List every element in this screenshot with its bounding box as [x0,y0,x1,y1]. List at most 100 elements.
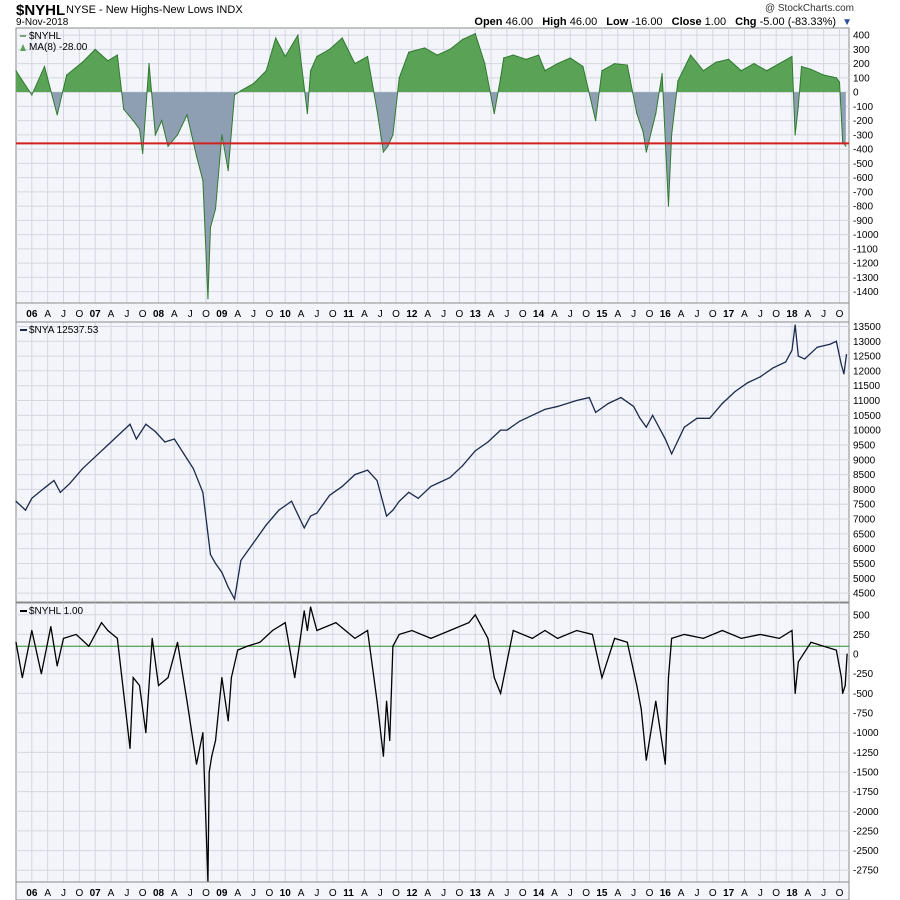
y-tick-label: 6500 [853,529,876,540]
y-tick-label: 13500 [853,322,881,333]
data-point [186,114,188,116]
data-point [740,637,742,639]
panel-label: MA(8) -28.00 [29,42,88,53]
y-tick-label: 100 [853,73,870,84]
y-tick-label: 9500 [853,440,876,451]
data-point [366,55,369,58]
data-point [652,414,654,416]
data-point [582,65,584,68]
data-point [661,72,663,75]
data-point [129,747,131,749]
data-point [474,450,476,452]
data-point [715,61,717,63]
data-point [499,77,502,79]
data-point [123,108,125,110]
data-point [493,112,495,115]
x-tick-label: A [488,888,495,899]
data-point [53,479,55,482]
data-point [31,94,33,96]
data-point [797,355,799,357]
quote-bar: Open 46.00 High 46.00 Low -16.00 Close 1… [468,16,852,28]
data-point [645,759,647,761]
x-tick-label: J [251,888,256,899]
data-point [772,367,774,369]
data-point [461,38,464,40]
data-point [449,48,451,50]
x-tick-label: A [234,309,241,320]
data-point [449,476,451,479]
data-point [195,155,198,157]
x-tick-label: J [188,309,193,320]
data-point [835,340,837,342]
data-point [430,485,432,488]
data-point [804,358,806,360]
data-point [366,469,369,471]
legend-swatch [20,44,26,51]
data-point [778,637,780,639]
y-tick-label: -400 [853,145,873,156]
data-point [75,633,77,636]
x-tick-label: J [314,309,319,320]
y-tick-label: -2750 [853,866,879,877]
x-tick-label: 09 [216,888,228,899]
data-point [214,739,217,742]
x-tick-label: J [441,888,446,899]
data-point [202,179,204,182]
y-tick-label: 13000 [853,337,881,348]
data-point [655,700,657,702]
data-point [176,641,179,643]
x-tick-label: J [314,888,319,899]
data-point [387,145,389,147]
data-point [354,637,356,639]
data-point [316,512,318,514]
data-point [797,105,799,107]
data-point [202,732,204,734]
x-tick-label: 10 [280,309,292,320]
data-point [842,141,844,143]
x-tick-label: 18 [786,888,798,899]
x-tick-label: A [741,309,748,320]
x-tick-label: O [265,888,273,899]
data-point [721,402,723,405]
data-point [544,629,546,632]
y-tick-label: 7000 [853,515,876,526]
data-point [614,63,616,65]
data-point [116,54,118,56]
data-point [595,411,597,413]
data-point [740,70,742,72]
data-point [411,629,413,632]
data-point [392,509,394,511]
data-point [328,494,331,496]
data-point [709,417,711,419]
data-point [382,755,385,757]
x-tick-label: A [551,888,558,899]
data-point [601,677,603,679]
data-point [671,637,673,639]
y-tick-label: -800 [853,202,873,213]
data-point [366,629,369,632]
dropdown-triangle-icon[interactable]: ▼ [842,17,852,28]
y-tick-label: 10000 [853,426,881,437]
data-point [214,208,217,210]
data-point [636,112,638,115]
data-point [633,405,635,408]
low-value: -16.00 [631,16,663,28]
middle-series-line [15,324,848,602]
watermark: @ StockCharts.com [764,3,854,14]
data-point [655,112,657,115]
data-point [645,426,647,428]
data-point [221,134,223,136]
data-point [392,134,394,136]
data-point [398,633,400,636]
data-point [690,54,692,56]
data-point [398,500,400,502]
y-tick-label: 6000 [853,544,876,555]
data-point [576,399,578,402]
x-tick-label: O [392,888,400,899]
x-tick-label: O [456,309,464,320]
data-point [544,70,546,72]
data-point [417,497,419,499]
data-point [538,54,540,56]
data-point [214,562,217,565]
